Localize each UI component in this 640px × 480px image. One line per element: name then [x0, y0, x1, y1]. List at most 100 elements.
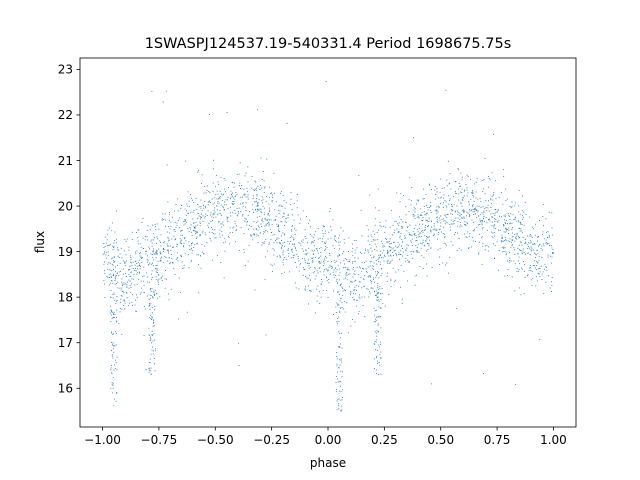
data-point [230, 196, 232, 198]
data-point [260, 209, 262, 211]
data-point [276, 237, 278, 239]
data-point [481, 237, 483, 239]
data-point [188, 200, 190, 202]
data-point [347, 261, 349, 262]
data-point [207, 224, 209, 226]
data-point [256, 222, 258, 223]
data-point [115, 275, 117, 277]
data-point [462, 197, 464, 199]
data-point [494, 213, 496, 215]
data-point [335, 271, 337, 273]
data-point [364, 316, 366, 318]
data-point [331, 268, 333, 269]
data-point [376, 357, 377, 359]
data-point [163, 247, 164, 249]
data-point [158, 281, 159, 283]
data-point [522, 214, 523, 216]
data-point [262, 242, 264, 243]
data-point [430, 229, 432, 231]
data-point [324, 269, 325, 271]
data-point [422, 217, 424, 218]
data-point [170, 249, 172, 251]
data-point [404, 235, 406, 237]
data-point [401, 245, 402, 247]
data-point [269, 207, 270, 209]
data-point [458, 247, 460, 249]
data-point [283, 216, 285, 217]
data-point [503, 224, 505, 226]
data-point [188, 212, 189, 214]
data-point [227, 217, 229, 218]
data-point [316, 300, 318, 302]
data-point [158, 248, 160, 250]
data-point [109, 244, 111, 246]
data-point [240, 211, 242, 213]
data-point [378, 257, 380, 259]
data-point [392, 251, 393, 253]
data-point [259, 232, 261, 234]
data-point [128, 269, 130, 271]
data-point [311, 257, 313, 259]
data-point [431, 189, 432, 190]
data-point [379, 254, 381, 256]
data-point [423, 188, 425, 190]
data-point [515, 237, 516, 239]
data-point [550, 255, 551, 257]
data-point [109, 277, 110, 278]
data-point [374, 234, 376, 235]
data-point [339, 300, 341, 302]
data-point [257, 235, 259, 237]
data-point [152, 265, 154, 267]
data-point [464, 224, 466, 225]
data-point [505, 220, 507, 221]
data-point [371, 287, 373, 289]
data-point [343, 278, 345, 280]
data-point [163, 242, 164, 244]
data-point [373, 307, 375, 309]
data-point [339, 310, 341, 312]
data-point [117, 281, 119, 283]
data-point [524, 243, 526, 244]
data-point [138, 278, 140, 280]
data-point [342, 294, 344, 296]
data-point [243, 188, 245, 190]
data-point [287, 213, 289, 215]
data-point [164, 213, 166, 215]
data-point [340, 370, 342, 372]
data-point [146, 258, 148, 260]
data-point [482, 214, 484, 216]
data-point [151, 91, 153, 92]
data-point [482, 228, 484, 230]
data-point [435, 194, 437, 195]
data-point [114, 364, 116, 366]
data-point [512, 214, 514, 216]
data-point [466, 215, 467, 217]
data-point [155, 226, 156, 228]
data-point [375, 349, 377, 351]
data-point [409, 177, 411, 179]
data-point [358, 296, 360, 298]
data-point [227, 187, 229, 188]
data-point [546, 243, 548, 245]
data-point [522, 211, 524, 213]
data-point [164, 219, 166, 221]
data-point [279, 257, 281, 259]
data-point [320, 284, 322, 286]
data-point [451, 210, 453, 212]
data-point [257, 205, 259, 207]
data-point [515, 202, 516, 204]
data-point [240, 188, 241, 189]
data-point [317, 228, 319, 229]
data-point [282, 242, 284, 244]
data-point [309, 279, 311, 281]
data-point [522, 195, 523, 197]
data-point [168, 250, 169, 252]
data-point [148, 368, 150, 370]
data-point [376, 250, 378, 252]
data-point [338, 248, 340, 250]
data-point [152, 340, 154, 342]
data-point [260, 223, 262, 225]
data-point [337, 323, 338, 325]
data-point [377, 287, 379, 289]
data-point [480, 200, 482, 202]
